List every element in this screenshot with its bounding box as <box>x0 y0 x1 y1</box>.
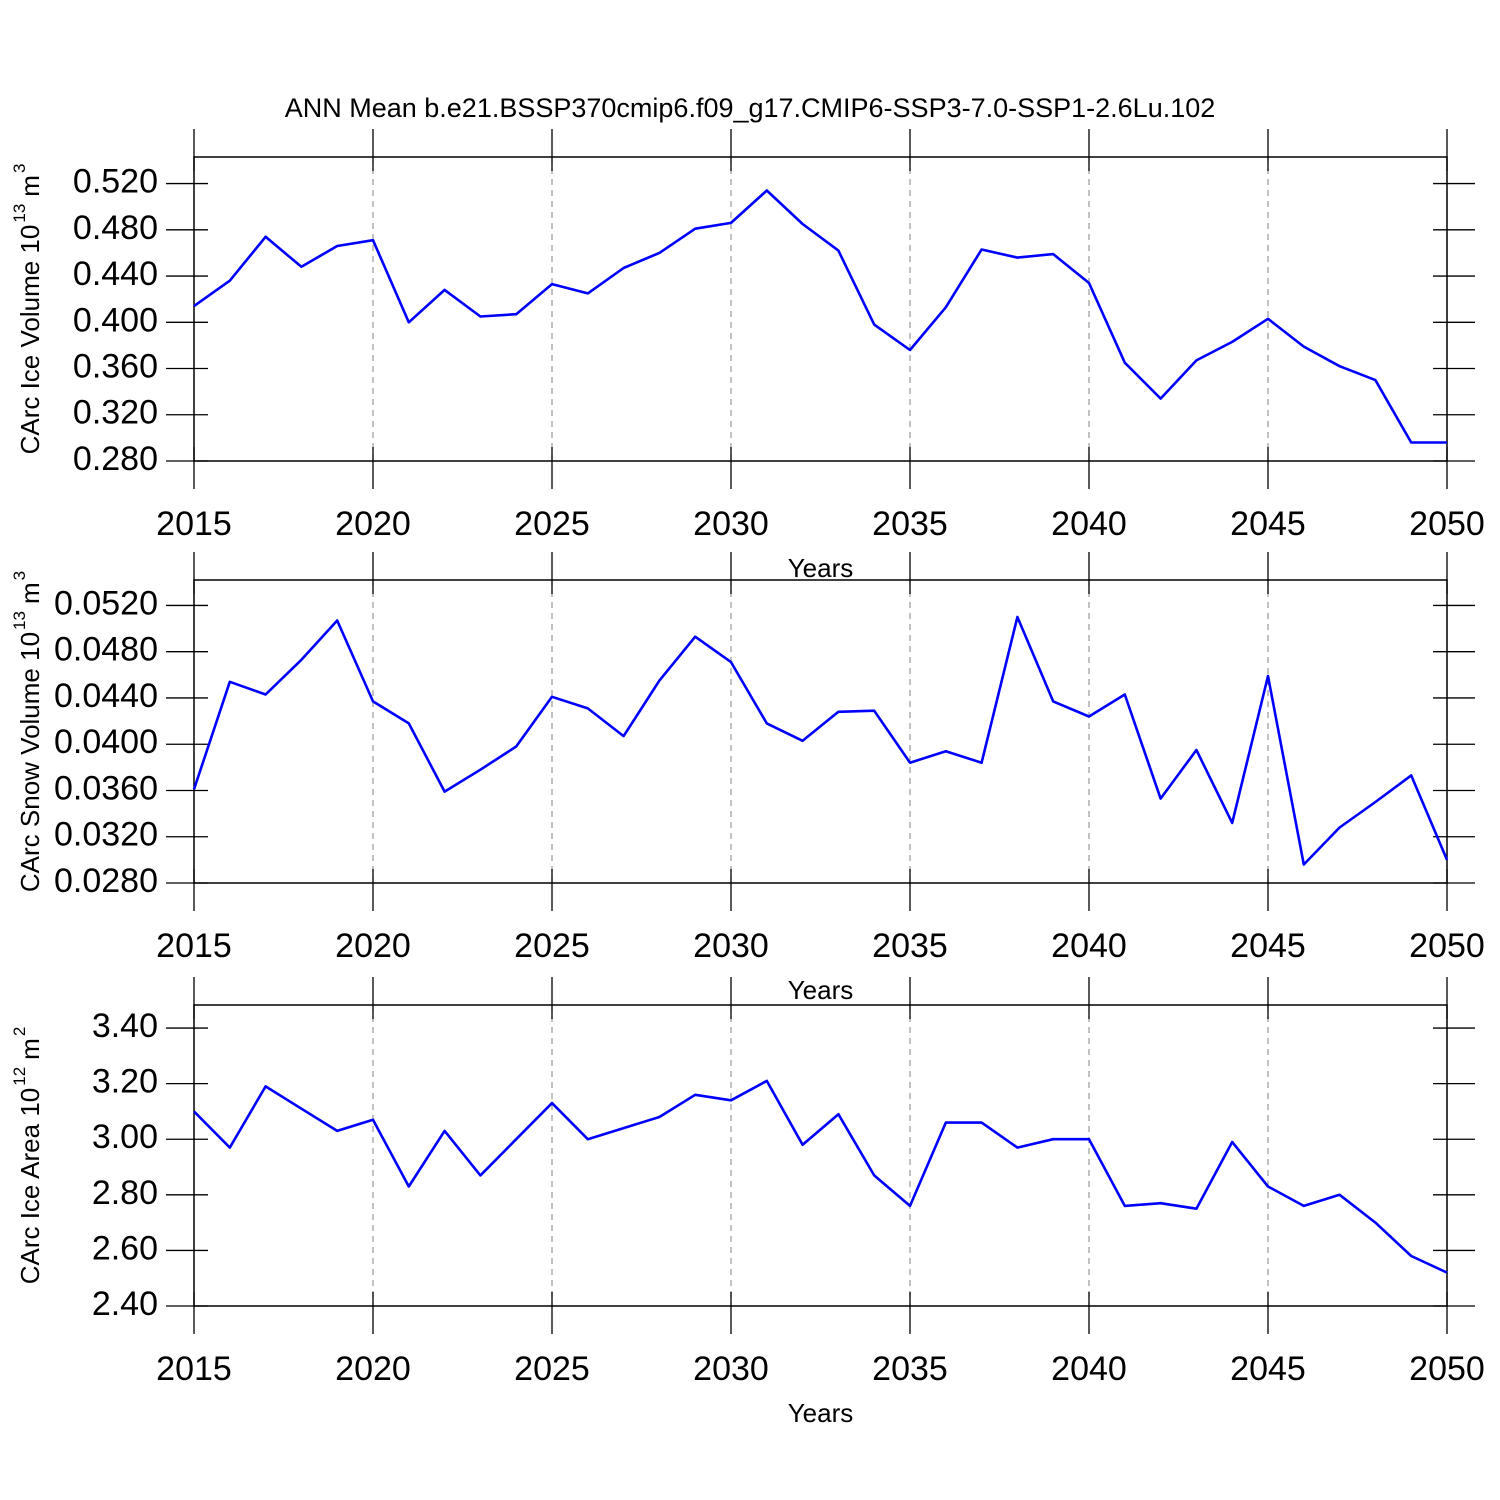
y-tick-label: 0.320 <box>73 394 158 432</box>
x-axis-label: Years <box>788 975 854 1005</box>
x-tick-label: 2025 <box>514 927 590 965</box>
x-tick-label: 2050 <box>1409 927 1485 965</box>
y-axis-label-part: m <box>15 582 45 604</box>
x-tick-label: 2045 <box>1230 1350 1306 1388</box>
x-tick-label: 2030 <box>693 927 769 965</box>
x-tick-label: 2045 <box>1230 927 1306 965</box>
y-axis-label-part: CArc Ice Volume 10 <box>15 225 45 455</box>
y-axis-label-sup: 3 <box>10 164 29 173</box>
y-axis-label-part: CArc Ice Area 10 <box>15 1088 45 1285</box>
y-axis-label: CArc Ice Area 10 12 m 2 <box>10 1027 44 1285</box>
y-tick-label: 0.400 <box>73 301 158 339</box>
y-axis-label-sup: 3 <box>10 571 29 580</box>
x-tick-label: 2035 <box>872 927 948 965</box>
y-tick-label: 0.0440 <box>54 677 158 715</box>
y-tick-label: 0.0480 <box>54 631 158 669</box>
x-tick-label: 2040 <box>1051 927 1127 965</box>
x-tick-label: 2040 <box>1051 505 1127 543</box>
y-tick-label: 0.0520 <box>54 584 158 622</box>
x-tick-label: 2015 <box>156 1350 232 1388</box>
y-tick-label: 3.40 <box>92 1007 158 1045</box>
x-tick-label: 2040 <box>1051 1350 1127 1388</box>
x-tick-label: 2015 <box>156 505 232 543</box>
y-axis-label-sup: 12 <box>10 1067 29 1086</box>
y-tick-label: 0.0320 <box>54 816 158 854</box>
x-tick-label: 2035 <box>872 1350 948 1388</box>
data-line <box>192 615 1449 866</box>
y-tick-label: 0.0280 <box>54 862 158 900</box>
plot-frame <box>193 1004 1448 1307</box>
y-tick-label: 3.20 <box>92 1063 158 1101</box>
x-axis-label: Years <box>788 553 854 583</box>
y-axis-label-part: m <box>15 1038 45 1060</box>
y-axis-label: CArc Ice Volume 10 13 m 3 <box>10 164 44 455</box>
y-tick-label: 0.280 <box>73 440 158 478</box>
y-tick-label: 0.440 <box>73 255 158 293</box>
x-tick-label: 2045 <box>1230 505 1306 543</box>
x-tick-label: 2035 <box>872 505 948 543</box>
x-tick-label: 2020 <box>335 927 411 965</box>
y-tick-label: 2.40 <box>92 1285 158 1323</box>
y-tick-label: 0.360 <box>73 348 158 386</box>
plot-frame <box>193 156 1448 462</box>
y-axis-label-sup: 13 <box>10 611 29 630</box>
data-line <box>193 189 1447 444</box>
x-tick-label: 2015 <box>156 927 232 965</box>
y-tick-label: 0.0360 <box>54 769 158 807</box>
y-tick-label: 0.520 <box>73 163 158 201</box>
y-tick-label: 0.480 <box>73 209 158 247</box>
x-tick-label: 2050 <box>1409 1350 1485 1388</box>
x-axis-label: Years <box>788 1398 854 1428</box>
y-axis-label-sup: 13 <box>10 204 29 223</box>
y-tick-label: 2.80 <box>92 1174 158 1212</box>
x-tick-label: 2025 <box>514 505 590 543</box>
plot-frame <box>193 579 1448 884</box>
x-tick-label: 2025 <box>514 1350 590 1388</box>
y-tick-label: 2.60 <box>92 1229 158 1267</box>
data-line <box>193 1079 1448 1274</box>
x-tick-label: 2030 <box>693 505 769 543</box>
y-axis-label-part: CArc Snow Volume 10 <box>15 632 45 892</box>
x-tick-label: 2050 <box>1409 505 1485 543</box>
y-axis-label: CArc Snow Volume 10 13 m 3 <box>10 571 44 892</box>
y-tick-label: 0.0400 <box>54 723 158 761</box>
y-axis-label-part: m <box>15 175 45 197</box>
x-tick-label: 2030 <box>693 1350 769 1388</box>
x-tick-label: 2020 <box>335 505 411 543</box>
x-tick-label: 2020 <box>335 1350 411 1388</box>
y-axis-label-sup: 2 <box>10 1027 29 1036</box>
y-tick-label: 3.00 <box>92 1118 158 1156</box>
chart-title: ANN Mean b.e21.BSSP370cmip6.f09_g17.CMIP… <box>285 93 1216 123</box>
